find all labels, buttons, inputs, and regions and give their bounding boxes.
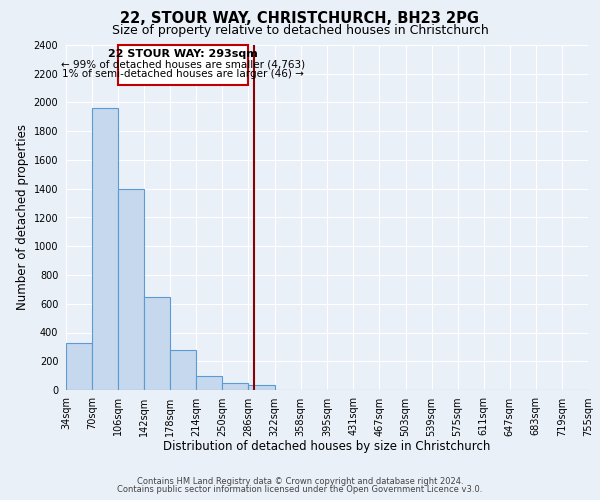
FancyBboxPatch shape bbox=[118, 45, 248, 85]
Bar bbox=[170, 350, 196, 390]
Bar bbox=[248, 385, 275, 390]
Text: Contains public sector information licensed under the Open Government Licence v3: Contains public sector information licen… bbox=[118, 484, 482, 494]
Bar bbox=[66, 344, 92, 390]
Text: Contains HM Land Registry data © Crown copyright and database right 2024.: Contains HM Land Registry data © Crown c… bbox=[137, 477, 463, 486]
X-axis label: Distribution of detached houses by size in Christchurch: Distribution of detached houses by size … bbox=[163, 440, 491, 453]
Text: 1% of semi-detached houses are larger (46) →: 1% of semi-detached houses are larger (4… bbox=[62, 70, 304, 80]
Bar bbox=[118, 188, 144, 390]
Bar bbox=[223, 383, 248, 390]
Bar bbox=[92, 108, 118, 390]
Text: ← 99% of detached houses are smaller (4,763): ← 99% of detached houses are smaller (4,… bbox=[61, 60, 305, 70]
Bar bbox=[144, 296, 170, 390]
Text: Size of property relative to detached houses in Christchurch: Size of property relative to detached ho… bbox=[112, 24, 488, 37]
Text: 22, STOUR WAY, CHRISTCHURCH, BH23 2PG: 22, STOUR WAY, CHRISTCHURCH, BH23 2PG bbox=[121, 11, 479, 26]
Text: 22 STOUR WAY: 293sqm: 22 STOUR WAY: 293sqm bbox=[109, 50, 258, 59]
Y-axis label: Number of detached properties: Number of detached properties bbox=[16, 124, 29, 310]
Bar bbox=[196, 376, 223, 390]
